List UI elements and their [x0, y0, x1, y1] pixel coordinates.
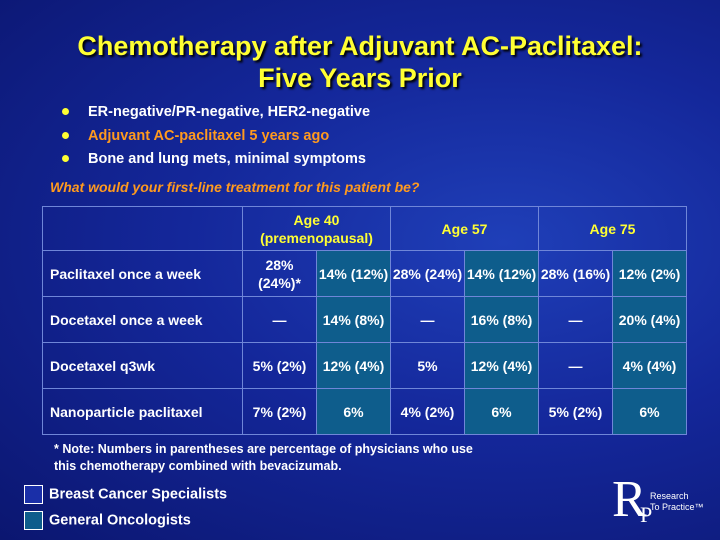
cell-bcs: 28% (24%)*	[242, 250, 317, 297]
logo-p-mark: P	[640, 502, 653, 527]
bullet-dot-icon	[62, 131, 69, 139]
title-line-2: Five Years Prior	[258, 63, 462, 93]
cell-bcs: —	[390, 296, 465, 343]
cell-go: 12% (2%)	[612, 250, 687, 297]
research-to-practice-logo: R P Research To Practice™	[612, 471, 716, 532]
cell-bcs: —	[242, 296, 317, 343]
cell-bcs: 4% (2%)	[390, 388, 465, 435]
logo-text-line-1: Research	[650, 491, 689, 501]
header-age-75: Age 75	[538, 206, 687, 251]
legend-item-specialists: Breast Cancer Specialists	[24, 485, 227, 504]
logo-r-mark: R	[612, 471, 647, 528]
cell-bcs: 28% (16%)	[538, 250, 613, 297]
table-row: Paclitaxel once a week 28% (24%)* 14% (1…	[42, 250, 687, 297]
legend-swatch-oncologists	[24, 511, 43, 530]
cell-go: 6%	[316, 388, 391, 435]
cell-go: 16% (8%)	[464, 296, 539, 343]
cell-go: 20% (4%)	[612, 296, 687, 343]
survey-table: Age 40 (premenopausal) Age 57 Age 75 Pac…	[42, 206, 687, 435]
cell-go: 14% (12%)	[464, 250, 539, 297]
bullet-text: ER-negative/PR-negative, HER2-negative	[88, 104, 371, 120]
table-row: Nanoparticle paclitaxel 7% (2%) 6% 4% (2…	[42, 388, 687, 435]
legend-item-oncologists: General Oncologists	[24, 511, 191, 530]
row-label: Paclitaxel once a week	[42, 250, 243, 297]
row-label: Nanoparticle paclitaxel	[42, 388, 243, 435]
cell-bcs: —	[538, 342, 613, 389]
bullet-item: ER-negative/PR-negative, HER2-negative	[62, 104, 370, 128]
header-age-40: Age 40 (premenopausal)	[242, 206, 391, 251]
cell-bcs: 5% (2%)	[538, 388, 613, 435]
legend-label: General Oncologists	[49, 512, 191, 529]
bullet-text: Adjuvant AC-paclitaxel 5 years ago	[88, 127, 330, 144]
legend-label: Breast Cancer Specialists	[49, 486, 228, 503]
header-age-57: Age 57	[390, 206, 539, 251]
bullet-text: Bone and lung mets, minimal symptoms	[88, 151, 366, 167]
cell-bcs: 28% (24%)	[390, 250, 465, 297]
logo-text-line-2: To Practice™	[650, 502, 704, 512]
footnote: * Note: Numbers in parentheses are perce…	[54, 441, 473, 475]
logo-text: Research To Practice™	[650, 491, 704, 513]
cell-go: 12% (4%)	[316, 342, 391, 389]
cell-go: 4% (4%)	[612, 342, 687, 389]
table-header-row: Age 40 (premenopausal) Age 57 Age 75	[42, 206, 687, 251]
cell-go: 6%	[464, 388, 539, 435]
legend-swatch-specialists	[24, 485, 43, 504]
footnote-line-1: * Note: Numbers in parentheses are perce…	[54, 442, 473, 456]
bullet-list: ER-negative/PR-negative, HER2-negative A…	[62, 104, 370, 175]
row-label: Docetaxel q3wk	[42, 342, 243, 389]
table-row: Docetaxel q3wk 5% (2%) 12% (4%) 5% 12% (…	[42, 342, 687, 389]
cell-go: 12% (4%)	[464, 342, 539, 389]
bullet-item: Bone and lung mets, minimal symptoms	[62, 151, 370, 175]
cell-bcs: 7% (2%)	[242, 388, 317, 435]
bullet-item: Adjuvant AC-paclitaxel 5 years ago	[62, 128, 370, 152]
cell-go: 6%	[612, 388, 687, 435]
table-row: Docetaxel once a week — 14% (8%) — 16% (…	[42, 296, 687, 343]
cell-bcs: 5%	[390, 342, 465, 389]
question-text: What would your first-line treatment for…	[50, 179, 420, 195]
cell-bcs: 5% (2%)	[242, 342, 317, 389]
bullet-dot-icon	[62, 108, 69, 115]
slide-title: Chemotherapy after Adjuvant AC-Paclitaxe…	[0, 30, 720, 94]
header-empty	[42, 206, 243, 251]
row-label: Docetaxel once a week	[42, 296, 243, 343]
cell-go: 14% (12%)	[316, 250, 391, 297]
footnote-line-2: this chemotherapy combined with bevacizu…	[54, 459, 342, 473]
title-line-1: Chemotherapy after Adjuvant AC-Paclitaxe…	[77, 31, 643, 61]
cell-bcs: —	[538, 296, 613, 343]
bullet-dot-icon	[62, 155, 69, 162]
cell-go: 14% (8%)	[316, 296, 391, 343]
